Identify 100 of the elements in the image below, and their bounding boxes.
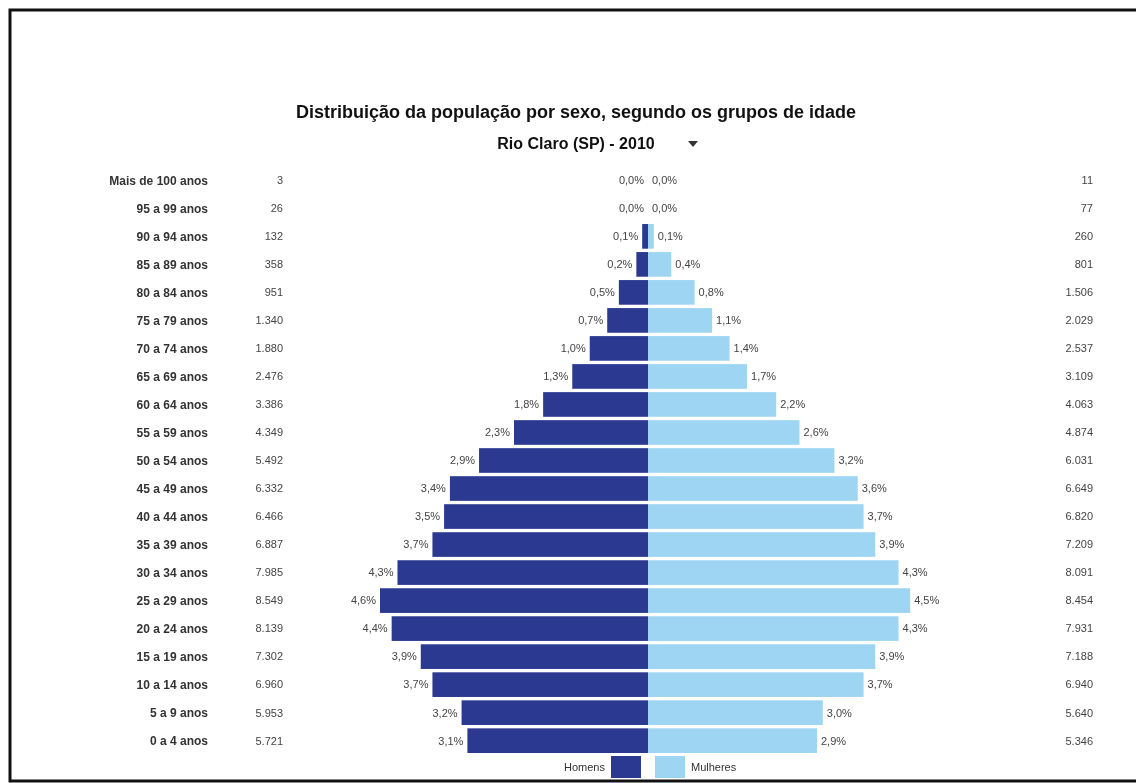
- data-label: 3,6%: [861, 482, 888, 495]
- y-tick-label: 0 a 4 anos: [149, 733, 209, 748]
- text: 1.340: [255, 314, 283, 327]
- data-label: 0,1%: [613, 230, 639, 243]
- text: 7.302: [255, 650, 283, 663]
- y-tick-label: 30 a 34 anos: [136, 565, 209, 580]
- data-label: 3,7%: [867, 678, 893, 691]
- y-tick-label: 90 a 94 anos: [136, 229, 209, 244]
- text: 3.386: [255, 398, 283, 411]
- text: 2.476: [255, 370, 283, 383]
- text: 3.109: [1065, 370, 1093, 383]
- data-label: 1,0%: [560, 342, 586, 355]
- text: 7.209: [1065, 538, 1093, 551]
- text: 5.346: [1065, 734, 1093, 747]
- y-tick-label: 5 a 9 anos: [149, 705, 209, 720]
- text: 1.506: [1065, 286, 1093, 299]
- text: 5.721: [255, 734, 283, 747]
- text: 6.466: [255, 510, 283, 523]
- data-label: 1,3%: [543, 370, 569, 383]
- data-label: 4,4%: [362, 622, 388, 635]
- text: 5.640: [1065, 706, 1093, 719]
- data-label: 0,7%: [578, 314, 604, 327]
- text: 8.549: [255, 594, 283, 607]
- data-label: 3,4%: [420, 482, 447, 495]
- text: 8.091: [1065, 566, 1093, 579]
- data-label: 4,3%: [902, 566, 928, 579]
- text: 6.031: [1065, 454, 1093, 467]
- text: 5.492: [255, 454, 283, 467]
- y-tick-label: 95 a 99 anos: [136, 201, 209, 216]
- data-label: 3,7%: [867, 510, 893, 523]
- text: 6.649: [1065, 482, 1093, 495]
- text: 77: [1080, 202, 1093, 215]
- data-label: 3,9%: [879, 650, 905, 663]
- data-label: 3,5%: [415, 510, 441, 523]
- text: 7.188: [1065, 650, 1093, 663]
- text: 26: [270, 202, 283, 215]
- data-label: 1,8%: [514, 398, 540, 411]
- data-label: 3,7%: [403, 678, 429, 691]
- data-label: 4,5%: [914, 594, 940, 607]
- data-label: 0,1%: [657, 230, 684, 243]
- y-tick-label: 60 a 64 anos: [136, 397, 209, 412]
- text: 132: [264, 230, 283, 243]
- text: 358: [264, 258, 283, 271]
- data-label: 2,9%: [820, 734, 847, 747]
- chart-title: Distribuição da população por sexo, segundo os grupos de idade: [295, 102, 857, 122]
- data-label: 2,6%: [803, 426, 829, 439]
- chart-subtitle: Rio Claro (SP) - 2010: [497, 135, 655, 152]
- y-tick-label: 85 a 89 anos: [136, 257, 209, 272]
- data-label: 4,6%: [350, 594, 377, 607]
- y-tick-label: 45 a 49 anos: [136, 481, 209, 496]
- data-label: 3,1%: [438, 734, 464, 747]
- legend-label: Homens: [564, 760, 606, 773]
- y-tick-label: 65 a 69 anos: [136, 369, 209, 384]
- y-tick-label: 80 a 84 anos: [136, 285, 209, 300]
- text: 6.940: [1065, 678, 1093, 691]
- data-label: 3,9%: [879, 538, 905, 551]
- data-label: 3,7%: [403, 538, 429, 551]
- data-label: 3,9%: [391, 650, 417, 663]
- text: 7.985: [255, 566, 283, 579]
- data-label: 0,0%: [652, 174, 678, 187]
- y-tick-label: 25 a 29 anos: [136, 593, 209, 608]
- data-label: 1,1%: [716, 314, 742, 327]
- data-label: 0,0%: [618, 174, 645, 187]
- text: 6.887: [255, 538, 283, 551]
- data-label: 4,3%: [902, 622, 928, 635]
- text: 1.880: [255, 342, 283, 355]
- data-label: 0,8%: [698, 286, 724, 299]
- text: 8.454: [1065, 594, 1093, 607]
- text: 2.537: [1065, 342, 1093, 355]
- text: 6.820: [1065, 510, 1093, 523]
- text: 260: [1074, 230, 1093, 243]
- y-tick-label: 75 a 79 anos: [136, 313, 209, 328]
- y-tick-label: 70 a 74 anos: [136, 341, 209, 356]
- text: 5.953: [255, 706, 283, 719]
- text: 801: [1074, 258, 1093, 271]
- y-tick-label: Mais de 100 anos: [109, 173, 209, 188]
- data-label: 2,9%: [449, 454, 476, 467]
- data-label: 0,2%: [607, 258, 633, 271]
- y-tick-label: 15 a 19 anos: [136, 649, 209, 664]
- data-label: 4,3%: [368, 566, 394, 579]
- text: 2.029: [1065, 314, 1093, 327]
- text: 8.139: [255, 622, 283, 635]
- data-label: 3,2%: [432, 706, 458, 719]
- y-tick-label: 10 a 14 anos: [136, 677, 209, 692]
- legend-label: Mulheres: [691, 760, 737, 773]
- text: 6.960: [255, 678, 283, 691]
- data-label: 0,0%: [618, 202, 645, 215]
- data-label: 0,0%: [652, 202, 678, 215]
- data-label: 2,3%: [484, 426, 511, 439]
- y-tick-label: 40 a 44 anos: [136, 509, 209, 524]
- text: 7.931: [1065, 622, 1093, 635]
- data-label: 1,7%: [751, 370, 777, 383]
- text: 3: [276, 174, 283, 187]
- y-tick-label: 55 a 59 anos: [136, 425, 209, 440]
- text: 11: [1081, 174, 1093, 187]
- y-tick-label: 35 a 39 anos: [136, 537, 209, 552]
- data-label: 3,0%: [826, 706, 853, 719]
- data-label: 2,2%: [780, 398, 806, 411]
- data-label: 0,4%: [675, 258, 701, 271]
- text: 4.063: [1065, 398, 1093, 411]
